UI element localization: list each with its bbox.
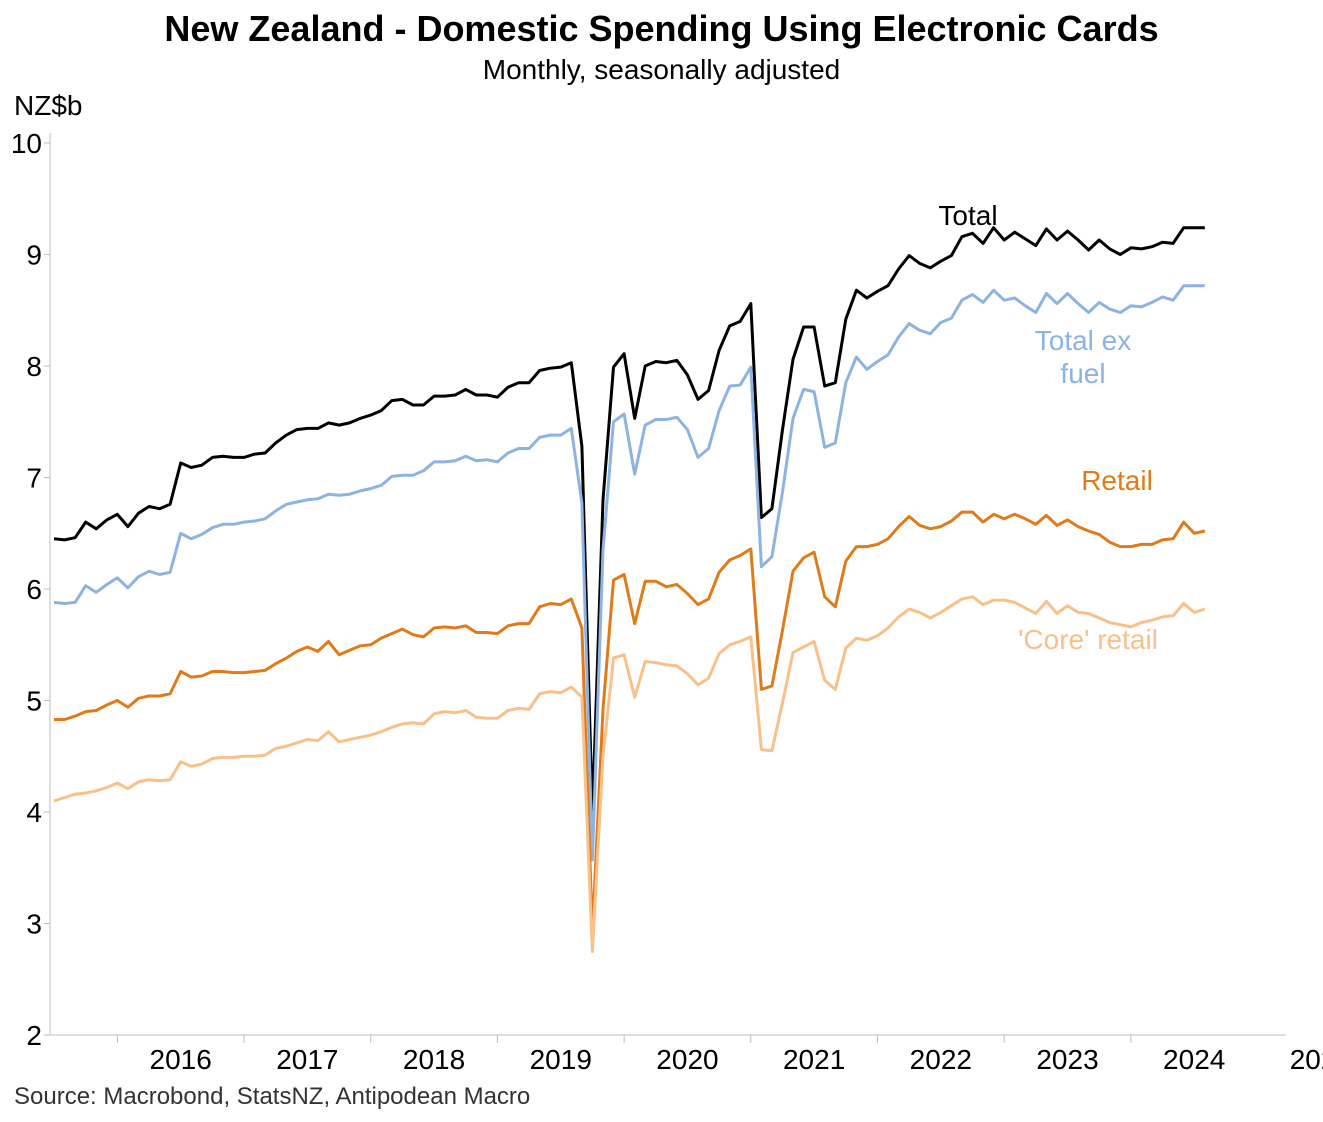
- y-tick-label: 3: [26, 909, 42, 940]
- chart-series: [53, 226, 1206, 953]
- y-tick-label: 4: [26, 797, 42, 828]
- x-tick-label: 2017: [276, 1044, 338, 1075]
- x-tick-label: 2018: [403, 1044, 465, 1075]
- x-tick-label: 2024: [1163, 1044, 1225, 1075]
- series-label-1: Total ex fuel: [1035, 325, 1132, 389]
- x-tick-label: 2021: [783, 1044, 845, 1075]
- series-label-0: Total: [938, 200, 997, 231]
- y-tick-label: 10: [11, 128, 42, 159]
- x-tick-label: 2020: [656, 1044, 718, 1075]
- series-label-2: Retail: [1081, 465, 1153, 496]
- source-note: Source: Macrobond, StatsNZ, Antipodean M…: [14, 1083, 531, 1110]
- chart-axes: 2 3 4 5 6 7 8 9 10 2016 2017 2018 2019 2020 2021 2022 20…: [11, 128, 1323, 1075]
- y-tick-label: 5: [26, 686, 42, 717]
- x-tick-label: 2022: [910, 1044, 972, 1075]
- chart-title: New Zealand - Domestic Spending Using El…: [164, 8, 1159, 49]
- y-tick-label: 7: [26, 463, 42, 494]
- y-tick-label: 6: [26, 574, 42, 605]
- series-line-0: [53, 226, 1205, 816]
- y-axis-unit-label: NZ$b: [14, 90, 83, 121]
- x-tick-label: 2023: [1036, 1044, 1098, 1075]
- y-tick-label: 2: [26, 1020, 42, 1051]
- x-tick-label: 2019: [530, 1044, 592, 1075]
- y-tick-label: 9: [26, 240, 42, 271]
- series-line-2: [54, 510, 1206, 934]
- series-line-3: [53, 595, 1206, 953]
- x-tick-label: 2025: [1290, 1044, 1323, 1075]
- x-tick-label: 2016: [150, 1044, 212, 1075]
- series-line-1: [53, 284, 1205, 862]
- series-label-3: 'Core' retail: [1018, 624, 1158, 655]
- y-tick-label: 8: [26, 351, 42, 382]
- chart-subtitle: Monthly, seasonally adjusted: [482, 54, 841, 85]
- chart-series-labels: Total Total ex fuel Retail 'Core' retail: [938, 200, 1158, 655]
